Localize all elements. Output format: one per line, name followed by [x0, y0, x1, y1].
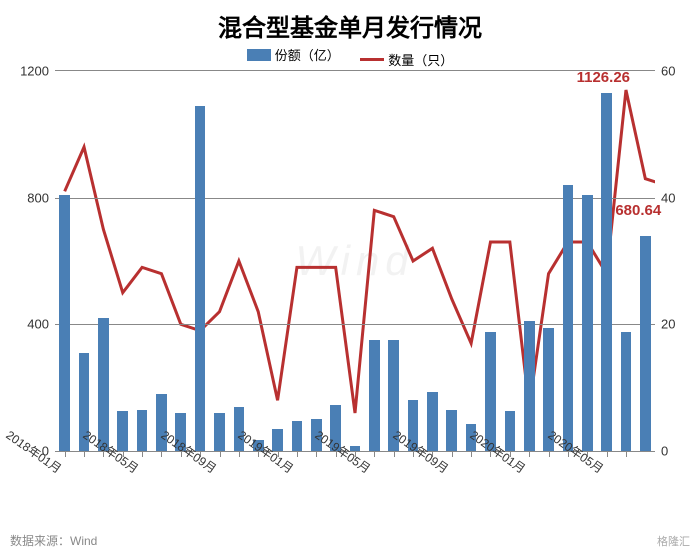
data-annotation: 1126.26	[577, 69, 630, 86]
bar	[195, 106, 206, 451]
x-tick	[626, 451, 627, 457]
watermark-center: Wind	[295, 237, 414, 285]
chart-title: 混合型基金单月发行情况	[0, 0, 700, 43]
bar	[137, 410, 148, 451]
y-right-tick-label: 20	[661, 317, 675, 332]
bar	[446, 410, 457, 451]
bar	[292, 421, 303, 451]
x-tick-label: 2020年05月	[544, 426, 606, 477]
legend-bar-swatch	[247, 49, 271, 61]
data-annotation: 680.64	[615, 202, 661, 219]
x-tick	[297, 451, 298, 457]
x-tick-label: 2020年01月	[467, 426, 529, 477]
legend-line-label: 数量（只）	[388, 50, 453, 69]
x-tick	[84, 451, 85, 457]
bar	[582, 195, 593, 452]
x-tick	[471, 451, 472, 457]
x-tick	[374, 451, 375, 457]
y-right-tick-label: 60	[661, 64, 675, 79]
x-tick	[161, 451, 162, 457]
chart-container: 混合型基金单月发行情况 份额（亿） 数量（只） Wind 04008001200…	[0, 0, 700, 555]
bar	[505, 411, 516, 451]
x-tick	[452, 451, 453, 457]
x-tick	[394, 451, 395, 457]
bar	[214, 413, 225, 451]
bar	[427, 392, 438, 451]
y-left-tick-label: 1200	[20, 64, 49, 79]
x-tick-label: 2019年09月	[390, 426, 452, 477]
y-right-tick-label: 40	[661, 190, 675, 205]
x-tick-label: 2018年05月	[80, 426, 142, 477]
y-left-tick-label: 800	[27, 190, 49, 205]
x-tick-label: 2019年05月	[312, 426, 374, 477]
bar	[117, 411, 128, 451]
plot-area: Wind 0400800120002040602018年01月2018年05月2…	[55, 70, 655, 452]
data-source: 数据来源：Wind	[10, 532, 97, 549]
x-tick	[529, 451, 530, 457]
x-tick	[549, 451, 550, 457]
legend: 份额（亿） 数量（只）	[0, 45, 700, 69]
x-tick-label: 2018年09月	[157, 426, 219, 477]
legend-line: 数量（只）	[360, 50, 453, 69]
x-tick	[316, 451, 317, 457]
watermark-right: 格隆汇	[657, 533, 690, 549]
bar	[524, 321, 535, 451]
legend-line-swatch	[360, 58, 384, 61]
bar	[601, 93, 612, 451]
bar	[640, 236, 651, 451]
x-tick-label: 2018年01月	[2, 426, 64, 477]
bar	[369, 340, 380, 451]
legend-bar: 份额（亿）	[247, 45, 340, 64]
x-tick-label: 2019年01月	[235, 426, 297, 477]
x-tick	[142, 451, 143, 457]
legend-bar-label: 份额（亿）	[275, 45, 340, 64]
x-tick	[239, 451, 240, 457]
bar	[59, 195, 70, 452]
y-left-tick-label: 400	[27, 317, 49, 332]
bar	[621, 332, 632, 451]
x-tick	[220, 451, 221, 457]
x-tick	[65, 451, 66, 457]
y-right-tick-label: 0	[661, 444, 668, 459]
bar	[98, 318, 109, 451]
x-tick	[607, 451, 608, 457]
bar	[563, 185, 574, 451]
